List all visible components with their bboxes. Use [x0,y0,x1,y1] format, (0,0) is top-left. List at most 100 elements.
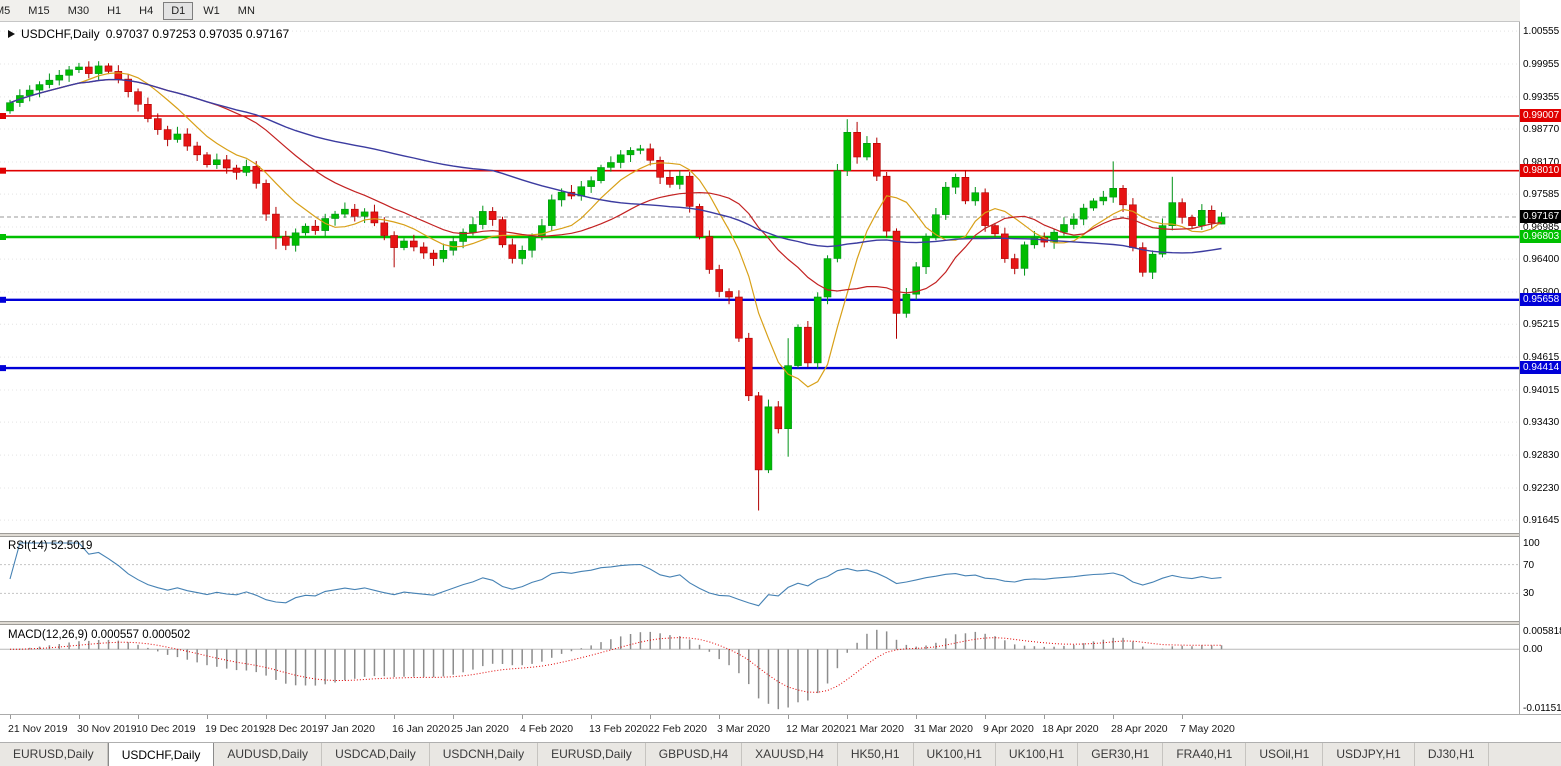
time-tick-label: 19 Dec 2019 [205,723,265,735]
candle [331,213,339,219]
candle [134,91,142,105]
chart-tab-FRA40-H1[interactable]: FRA40,H1 [1163,743,1247,766]
hline-price-label: 0.95658 [1520,292,1561,306]
candle [872,143,881,177]
candle [409,240,418,248]
candle [272,213,280,237]
candle [636,148,645,151]
time-tick [138,715,139,719]
candle [1168,202,1177,227]
candle [1188,217,1196,226]
candle [853,132,861,158]
chart-tab-GER30-H1[interactable]: GER30,H1 [1078,743,1164,766]
candle [715,269,724,292]
time-axis[interactable]: 21 Nov 2019 30 Nov 2019 10 Dec 2019 19 Dec … [0,714,1561,742]
candle [666,177,674,185]
candle [144,104,152,119]
chart-tab-GBPUSD-H4[interactable]: GBPUSD,H4 [646,743,743,766]
chart-tab-HK50-H1[interactable]: HK50,H1 [838,743,914,766]
candle [242,166,251,173]
time-tick-label: 7 May 2020 [1180,723,1235,735]
candle [252,166,261,184]
time-tick [1113,715,1114,719]
hline-price-label: 0.94414 [1520,361,1561,375]
candle [626,150,635,156]
price-axis[interactable]: 1.00555 0.99955 0.99355 0.98770 0.98170 0.975… [1520,0,1561,714]
candle [587,180,595,187]
candle [557,191,566,201]
candle [94,65,103,74]
time-tick-label: 7 Jan 2020 [323,723,375,735]
chart-tab-EURUSD-Daily[interactable]: EURUSD,Daily [538,743,646,766]
time-tick [266,715,267,719]
macd-plot[interactable] [0,625,1519,714]
candle [35,84,44,91]
time-tick [788,715,789,719]
macd-signal-line [9,637,1222,693]
timeframe-button-M5[interactable]: M5 [0,4,11,17]
candle [991,225,999,235]
candle [1119,188,1127,206]
chart-tab-USDCNH-Daily[interactable]: USDCNH,Daily [430,743,539,766]
timeframe-button-H1[interactable]: H1 [107,4,122,17]
chart-tab-AUDUSD-Daily[interactable]: AUDUSD,Daily [214,743,323,766]
time-tick-label: 25 Jan 2020 [451,723,509,735]
candle [597,167,605,181]
rsi-level-label: 100 [1523,538,1540,549]
candle [646,148,655,161]
chart-tab-USDCAD-Daily[interactable]: USDCAD,Daily [322,743,430,766]
chart-symbol-period: USDCHF,Daily [21,27,100,41]
candle [281,236,290,246]
rsi-plot[interactable] [0,537,1519,621]
candle [380,222,389,236]
candle [538,225,546,237]
candle [419,246,428,254]
candle [65,69,73,76]
candle [528,236,536,251]
pane-separator[interactable] [0,621,1561,625]
timeframe-button-M15[interactable]: M15 [28,4,50,17]
candle [902,293,911,314]
candle [1109,188,1117,198]
main-chart-plot[interactable] [0,22,1519,533]
candle [813,296,822,364]
rsi-indicator-label: RSI(14) 52.5019 [8,540,93,552]
chart-tab-USOil-H1[interactable]: USOil,H1 [1246,743,1324,766]
candle [173,133,182,140]
chart-tab-USDJPY-H1[interactable]: USDJPY,H1 [1323,743,1415,766]
candle [951,177,960,188]
chart-tab-XAUUSD-H4[interactable]: XAUUSD,H4 [742,743,838,766]
time-tick-label: 28 Dec 2019 [264,723,324,735]
timeframe-button-H4[interactable]: H4 [139,4,154,17]
time-tick [719,715,720,719]
candle [1079,207,1088,220]
price-tick-label: 0.97585 [1523,189,1560,201]
candle [469,224,477,233]
timeframe-button-D1[interactable]: D1 [163,1,194,20]
timeframe-button-MN[interactable]: MN [237,4,255,17]
pane-separator[interactable] [0,533,1561,537]
timeframe-button-W1[interactable]: W1 [203,4,220,17]
one-click-trading-arrow-icon[interactable] [8,30,15,38]
candle [705,236,714,270]
time-tick [847,715,848,719]
timeframe-button-M30[interactable]: M30 [67,4,90,17]
candle [508,244,517,259]
candle [774,406,783,430]
rsi-line [9,542,1222,607]
candle [232,167,241,173]
macd-zero-label: 0.00 [1523,644,1543,656]
chart-tab-UK100-H1[interactable]: UK100,H1 [914,743,996,766]
time-tick [1044,715,1045,719]
chart-tab-USDCHF-Daily[interactable]: USDCHF,Daily [107,743,215,766]
candle [518,250,527,259]
time-tick [650,715,651,719]
time-tick-label: 3 Mar 2020 [717,723,771,735]
chart-tab-DJ30-H1[interactable]: DJ30,H1 [1415,743,1489,766]
chart-tab-UK100-H1[interactable]: UK100,H1 [996,743,1079,766]
time-tick-label: 10 Dec 2019 [136,723,196,735]
candle [350,208,359,217]
price-tick-label: 0.93430 [1523,417,1560,429]
chart-tab-EURUSD-Daily[interactable]: EURUSD,Daily [0,743,108,766]
candle [912,266,921,295]
